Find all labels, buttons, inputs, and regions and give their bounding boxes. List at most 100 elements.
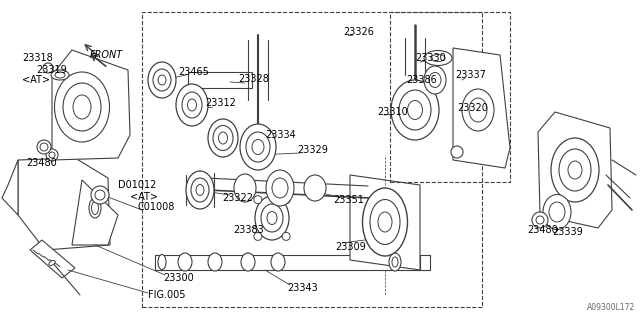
Polygon shape: [52, 50, 130, 160]
Circle shape: [91, 186, 109, 204]
Polygon shape: [30, 240, 75, 278]
Ellipse shape: [370, 199, 400, 244]
Ellipse shape: [234, 174, 256, 202]
Polygon shape: [453, 48, 510, 168]
Ellipse shape: [272, 178, 288, 198]
Ellipse shape: [378, 212, 392, 232]
Polygon shape: [188, 72, 252, 88]
Ellipse shape: [389, 253, 401, 271]
Polygon shape: [538, 112, 612, 228]
Circle shape: [254, 232, 262, 240]
Text: 23480: 23480: [527, 225, 557, 235]
Ellipse shape: [240, 124, 276, 170]
Text: 23351: 23351: [333, 195, 364, 205]
Circle shape: [49, 152, 55, 158]
Text: <AT>: <AT>: [130, 192, 158, 202]
Ellipse shape: [49, 260, 55, 266]
Text: 23326: 23326: [343, 27, 374, 37]
Text: FIG.005: FIG.005: [148, 290, 186, 300]
Text: 23329: 23329: [297, 145, 328, 155]
Ellipse shape: [252, 140, 264, 155]
Ellipse shape: [73, 95, 91, 119]
Ellipse shape: [424, 51, 452, 66]
Circle shape: [536, 216, 544, 224]
Ellipse shape: [158, 75, 166, 85]
Polygon shape: [2, 160, 18, 215]
Ellipse shape: [392, 257, 398, 267]
Text: 23312: 23312: [205, 98, 236, 108]
Text: 23337: 23337: [455, 70, 486, 80]
Text: 23318: 23318: [22, 53, 52, 63]
Circle shape: [43, 63, 53, 73]
Ellipse shape: [63, 83, 101, 131]
Ellipse shape: [399, 90, 431, 130]
Text: <AT>: <AT>: [22, 75, 50, 85]
Ellipse shape: [196, 185, 204, 196]
Ellipse shape: [469, 98, 487, 122]
Ellipse shape: [266, 170, 294, 206]
Ellipse shape: [208, 253, 222, 271]
Ellipse shape: [158, 254, 166, 269]
Text: 23322: 23322: [222, 193, 253, 203]
Circle shape: [532, 212, 548, 228]
Ellipse shape: [92, 202, 99, 214]
Ellipse shape: [89, 198, 101, 218]
Text: A09300L172: A09300L172: [587, 303, 635, 312]
Ellipse shape: [408, 100, 422, 119]
Polygon shape: [18, 158, 110, 250]
Ellipse shape: [429, 73, 441, 87]
Circle shape: [40, 143, 48, 151]
Text: C01008: C01008: [137, 202, 174, 212]
Text: 23343: 23343: [287, 283, 317, 293]
Text: 23309: 23309: [335, 242, 365, 252]
Ellipse shape: [559, 149, 591, 191]
Circle shape: [46, 149, 58, 161]
Ellipse shape: [551, 138, 599, 202]
Circle shape: [451, 146, 463, 158]
Ellipse shape: [208, 119, 238, 157]
Text: 23334: 23334: [265, 130, 296, 140]
Text: 23328: 23328: [238, 74, 269, 84]
Circle shape: [254, 196, 262, 204]
Text: 23320: 23320: [457, 103, 488, 113]
Ellipse shape: [148, 62, 176, 98]
Ellipse shape: [51, 70, 69, 80]
Ellipse shape: [267, 212, 277, 225]
Circle shape: [282, 196, 290, 204]
Ellipse shape: [261, 204, 283, 232]
Circle shape: [37, 140, 51, 154]
Ellipse shape: [241, 253, 255, 271]
Ellipse shape: [362, 188, 408, 256]
Ellipse shape: [568, 161, 582, 179]
Text: 23310: 23310: [377, 107, 408, 117]
Text: 23339: 23339: [552, 227, 583, 237]
Text: 23300: 23300: [163, 273, 194, 283]
Ellipse shape: [255, 196, 289, 240]
Text: 23386: 23386: [406, 75, 436, 85]
Text: FRONT: FRONT: [90, 50, 124, 60]
Bar: [142, 12, 482, 307]
Ellipse shape: [213, 125, 233, 150]
Ellipse shape: [54, 72, 109, 142]
Ellipse shape: [543, 195, 571, 229]
Ellipse shape: [186, 171, 214, 209]
Polygon shape: [72, 180, 118, 245]
Ellipse shape: [462, 89, 494, 131]
Ellipse shape: [549, 202, 565, 222]
Circle shape: [282, 232, 290, 240]
Ellipse shape: [153, 69, 171, 91]
Ellipse shape: [55, 72, 65, 78]
Text: D01012: D01012: [118, 180, 156, 190]
Ellipse shape: [424, 66, 446, 94]
Text: 23330: 23330: [415, 53, 445, 63]
Text: 23319: 23319: [36, 65, 67, 75]
Ellipse shape: [188, 99, 196, 111]
Text: 23480: 23480: [26, 158, 57, 168]
Text: 23383: 23383: [233, 225, 264, 235]
Ellipse shape: [191, 178, 209, 202]
Ellipse shape: [176, 84, 208, 126]
Ellipse shape: [304, 175, 326, 201]
Ellipse shape: [178, 253, 192, 271]
Ellipse shape: [246, 132, 270, 162]
Text: 23465: 23465: [178, 67, 209, 77]
